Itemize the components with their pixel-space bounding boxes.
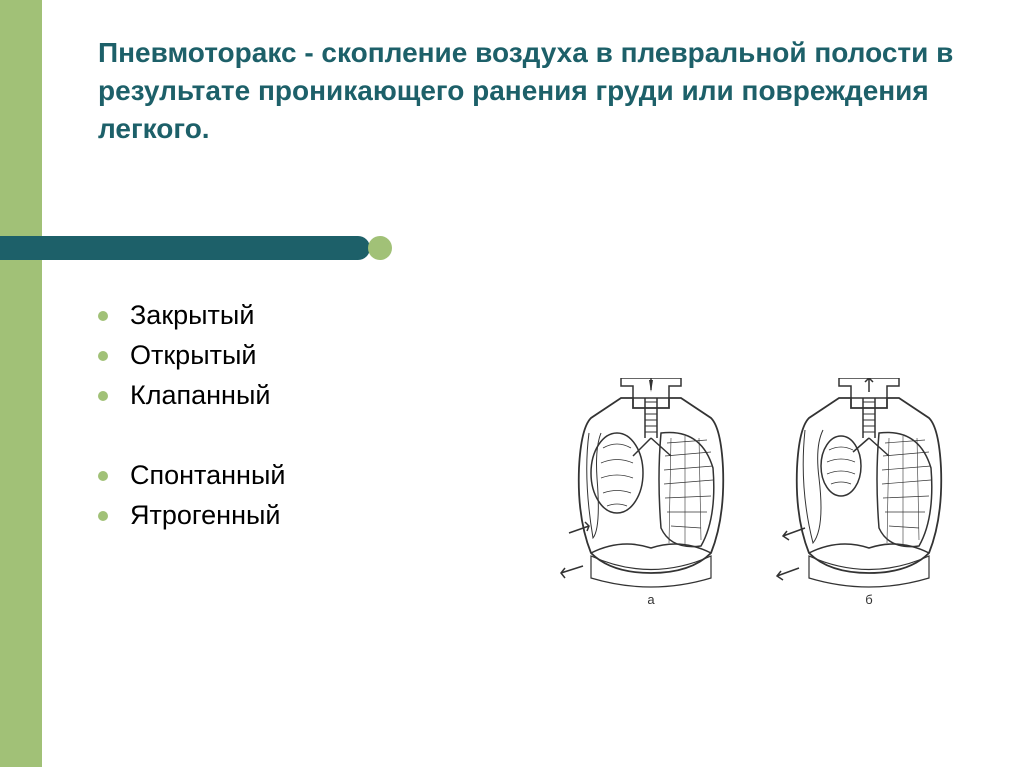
bullet-content: Закрытый Открытый Клапанный Спонтанный Я… — [98, 300, 518, 540]
slide-title: Пневмоторакс - скопление воздуха в плевр… — [98, 34, 958, 147]
svg-text:б: б — [865, 592, 872, 607]
anatomy-panel-a: а — [551, 378, 751, 608]
anatomy-panel-b: б — [769, 378, 969, 608]
bullet-icon — [98, 311, 108, 321]
divider-bar — [0, 236, 370, 260]
list-item: Клапанный — [98, 380, 518, 411]
bullet-icon — [98, 471, 108, 481]
list-spacer — [98, 420, 518, 460]
list-item: Ятрогенный — [98, 500, 518, 531]
list-item-label: Спонтанный — [130, 460, 285, 491]
anatomy-diagram: а б — [540, 378, 980, 618]
left-accent-bar — [0, 0, 42, 767]
divider-circle — [368, 236, 392, 260]
bullet-icon — [98, 391, 108, 401]
list-item-label: Ятрогенный — [130, 500, 280, 531]
list-item-label: Клапанный — [130, 380, 270, 411]
list-item: Открытый — [98, 340, 518, 371]
slide-title-area: Пневмоторакс - скопление воздуха в плевр… — [98, 34, 958, 147]
bullet-list: Закрытый Открытый Клапанный Спонтанный Я… — [98, 300, 518, 531]
bullet-icon — [98, 511, 108, 521]
divider — [0, 236, 400, 260]
list-item-label: Закрытый — [130, 300, 254, 331]
list-item: Спонтанный — [98, 460, 518, 491]
svg-text:а: а — [647, 592, 655, 607]
list-item-label: Открытый — [130, 340, 256, 371]
bullet-icon — [98, 351, 108, 361]
list-item: Закрытый — [98, 300, 518, 331]
